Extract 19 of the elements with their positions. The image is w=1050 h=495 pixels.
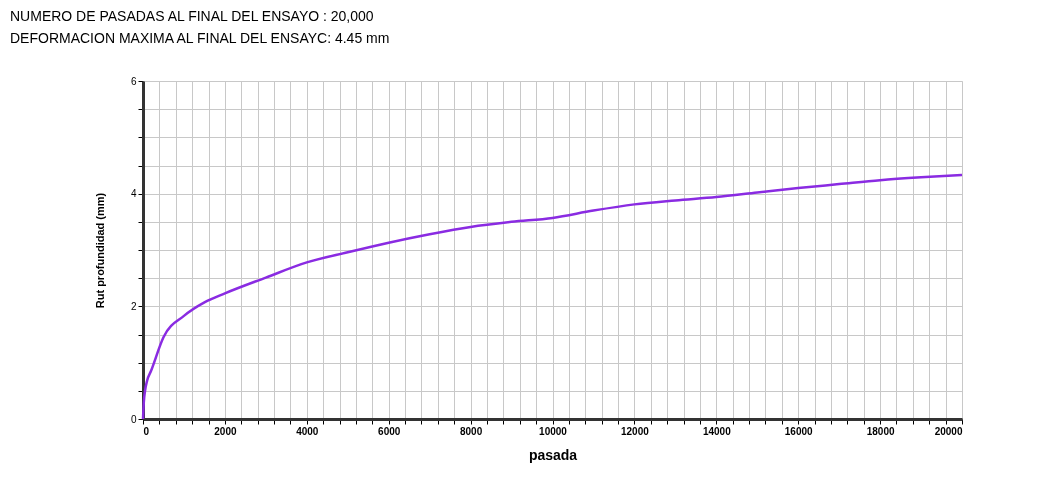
- x-tick-label: 4000: [296, 425, 319, 437]
- x-tick-label: 0: [143, 425, 150, 437]
- x-tick-label: 8000: [459, 425, 483, 437]
- x-tick-label: 14000: [702, 425, 732, 437]
- x-tick-label: 12000: [620, 425, 650, 437]
- y-axis-title: Rut profundidad (mm): [93, 192, 106, 309]
- y-tick-label: 0: [130, 413, 137, 425]
- x-tick-label: 10000: [539, 425, 568, 437]
- x-axis-title: pasada: [528, 446, 578, 463]
- x-tick-label: 6000: [378, 425, 401, 437]
- y-tick-label: 2: [130, 300, 137, 312]
- chart-title: NUMERO DE PASADAS AL FINAL DEL ENSAYO : 20,000: [10, 8, 374, 24]
- y-tick-label: 6: [130, 75, 137, 87]
- y-tick-label: 4: [130, 188, 137, 200]
- x-tick-label: 18000: [866, 425, 895, 437]
- x-tick-label: 16000: [784, 425, 814, 437]
- chart-subtitle: DEFORMACION MAXIMA AL FINAL DEL ENSAYC: 4.45 mm: [10, 30, 390, 46]
- x-tick-label: 2000: [214, 425, 237, 437]
- x-tick-label: 20000: [934, 425, 963, 437]
